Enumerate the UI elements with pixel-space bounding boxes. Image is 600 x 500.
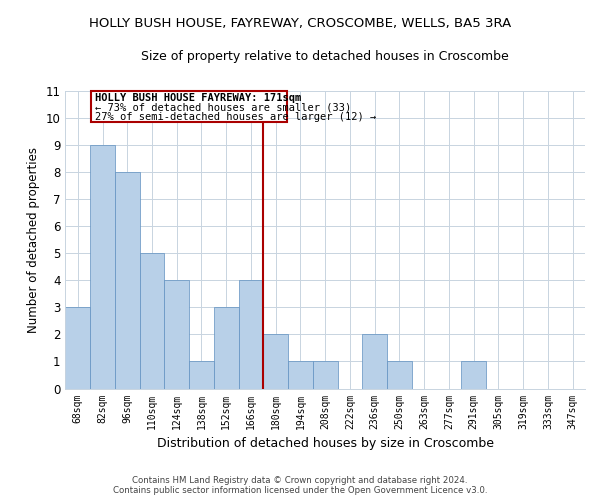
X-axis label: Distribution of detached houses by size in Croscombe: Distribution of detached houses by size … [157, 437, 494, 450]
Bar [214, 308, 239, 388]
Bar [461, 362, 486, 388]
Bar [387, 362, 412, 388]
Bar [115, 172, 140, 388]
Bar [239, 280, 263, 388]
Bar [140, 253, 164, 388]
Bar [90, 144, 115, 388]
Bar [362, 334, 387, 388]
FancyBboxPatch shape [91, 90, 287, 122]
Text: HOLLY BUSH HOUSE FAYREWAY: 171sqm: HOLLY BUSH HOUSE FAYREWAY: 171sqm [95, 92, 301, 102]
Text: HOLLY BUSH HOUSE, FAYREWAY, CROSCOMBE, WELLS, BA5 3RA: HOLLY BUSH HOUSE, FAYREWAY, CROSCOMBE, W… [89, 18, 511, 30]
Text: Contains HM Land Registry data © Crown copyright and database right 2024.
Contai: Contains HM Land Registry data © Crown c… [113, 476, 487, 495]
Bar [288, 362, 313, 388]
Title: Size of property relative to detached houses in Croscombe: Size of property relative to detached ho… [142, 50, 509, 63]
Bar [65, 308, 90, 388]
Text: 27% of semi-detached houses are larger (12) →: 27% of semi-detached houses are larger (… [95, 112, 376, 122]
Bar [189, 362, 214, 388]
Text: ← 73% of detached houses are smaller (33): ← 73% of detached houses are smaller (33… [95, 102, 352, 113]
Bar [164, 280, 189, 388]
Y-axis label: Number of detached properties: Number of detached properties [27, 146, 40, 332]
Bar [263, 334, 288, 388]
Bar [313, 362, 338, 388]
